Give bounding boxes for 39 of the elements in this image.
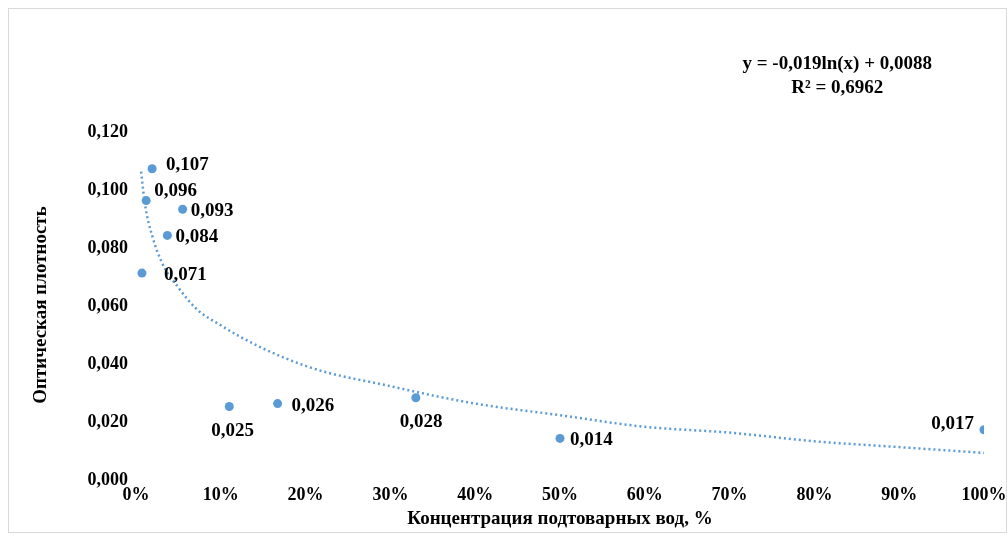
y-tick-label: 0,020 <box>87 411 128 432</box>
x-tick-label: 60% <box>626 483 663 504</box>
point <box>141 196 151 206</box>
x-tick-label: 90% <box>881 483 918 504</box>
x-tick-label: 100% <box>961 483 1007 504</box>
data-label: 0,025 <box>211 418 255 440</box>
y-tick-label: 0,060 <box>87 295 128 316</box>
data-label: 0,093 <box>190 199 234 221</box>
x-tick-label: 20% <box>287 483 324 504</box>
data-label: 0,084 <box>175 225 219 247</box>
data-label: 0,096 <box>154 178 197 200</box>
point <box>224 401 234 412</box>
x-tick-label: 80% <box>796 483 833 504</box>
x-tick-label: 10% <box>202 483 239 504</box>
point <box>555 433 565 443</box>
data-label: 0,071 <box>163 263 207 285</box>
point <box>162 230 172 240</box>
x-tick-label: 30% <box>372 483 409 504</box>
y-tick-label: 0,120 <box>87 121 128 142</box>
data-label: 0,026 <box>291 393 335 415</box>
x-tick-label: 70% <box>711 483 748 504</box>
x-tick-label: 50% <box>542 483 578 504</box>
point <box>137 268 147 278</box>
data-label: 0,017 <box>931 411 975 433</box>
point <box>411 393 421 403</box>
y-tick-label: 0,040 <box>87 353 128 374</box>
point <box>273 399 283 409</box>
point <box>178 204 188 214</box>
text: R² = 0,6962 <box>790 75 885 99</box>
x-axis-title: Концентрация подтоварных вод, % <box>407 507 713 528</box>
y-tick-label: 0,100 <box>87 179 128 200</box>
y-tick-label: 0,080 <box>87 237 128 258</box>
point <box>147 164 157 174</box>
data-label: 0,107 <box>166 152 210 174</box>
y-axis-title: Оптическая плотность <box>28 206 50 404</box>
text: y = -0,019ln(x) + 0,0088 <box>742 51 932 75</box>
data-label: 0,014 <box>570 428 614 450</box>
data-label: 0,028 <box>399 409 443 431</box>
x-tick-label: 40% <box>457 483 494 504</box>
